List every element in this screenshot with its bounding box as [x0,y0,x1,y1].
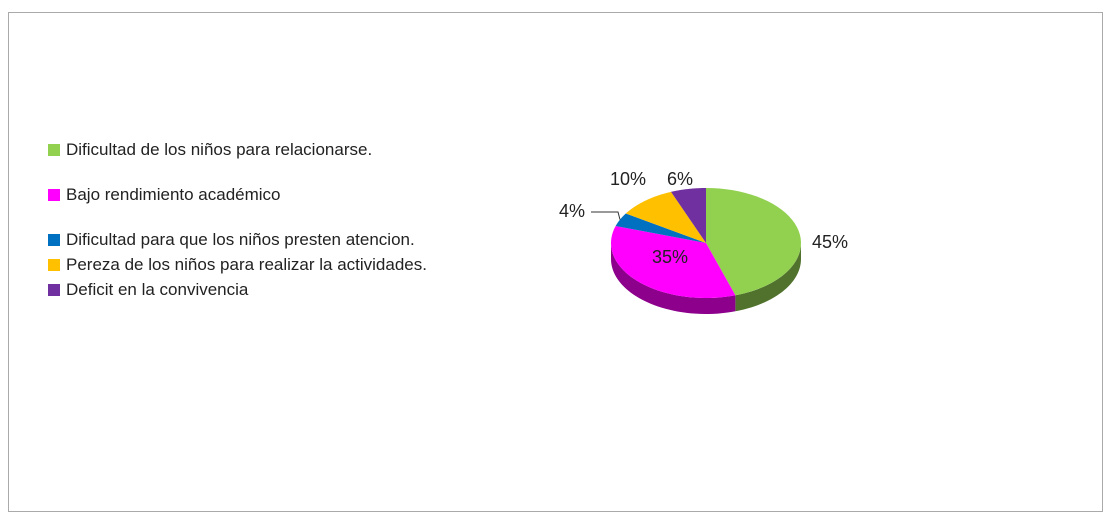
data-label: 6% [667,169,693,189]
legend-label: Dificultad para que los niños presten at… [66,230,415,249]
legend-label: Bajo rendimiento académico [66,185,281,204]
legend-swatch [48,284,60,296]
legend-swatch [48,189,60,201]
legend-label: Dificultad de los niños para relacionars… [66,140,373,159]
legend-item: Dificultad para que los niños presten at… [48,228,468,251]
legend-swatch [48,234,60,246]
slice-side [735,243,801,312]
data-label: 35% [652,247,688,267]
legend-swatch [48,259,60,271]
slice [625,191,706,243]
slice [671,188,706,243]
legend-label: Deficit en la convivencia [66,280,249,299]
slice [611,226,736,298]
leader-line [591,211,621,220]
legend-item: Pereza de los niños para realizar la act… [48,253,468,276]
legend-item: Bajo rendimiento académico [48,183,468,206]
legend-swatch [48,144,60,156]
legend-label: Pereza de los niños para realizar la act… [66,255,427,274]
slice [706,188,801,296]
slice [615,213,706,243]
data-label: 45% [812,232,848,252]
legend-item: Dificultad de los niños para relacionars… [48,138,468,161]
legend-item: Deficit en la convivencia [48,278,468,301]
slice-side [611,243,736,314]
data-label: 10% [610,169,646,189]
legend: Dificultad de los niños para relacionars… [48,138,468,301]
data-label: 4% [559,201,585,221]
